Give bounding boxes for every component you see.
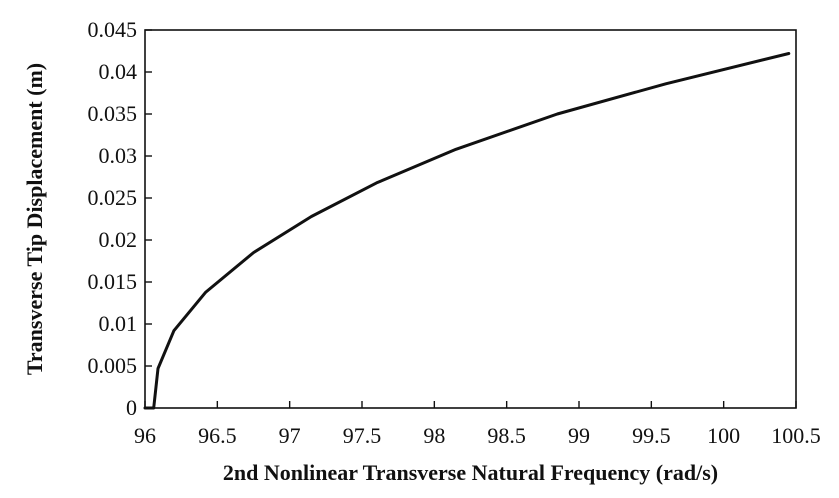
y-tick-label: 0 [126,395,137,420]
series-layer [143,52,791,410]
x-tick-label: 100 [707,423,740,448]
x-tick-label: 97.5 [343,423,382,448]
y-tick-label: 0.045 [88,17,138,42]
y-tick-label: 0.005 [88,353,138,378]
y-tick-label: 0.025 [88,185,138,210]
x-tick-label: 96.5 [198,423,237,448]
x-tick-label: 98 [423,423,445,448]
y-tick-label: 0.01 [99,311,138,336]
x-tick-label: 96 [134,423,156,448]
y-tick-label: 0.02 [99,227,138,252]
x-tick-label: 98.5 [487,423,526,448]
series-line [143,52,791,410]
y-tick-label: 0.015 [88,269,138,294]
x-tick-label: 97 [279,423,301,448]
plot-area-frame [144,29,797,409]
ticks-layer: 0 0.005 0.01 0.015 0.02 0.025 0.03 0.035 0.04 0.0… [88,17,821,448]
x-tick-label: 99.5 [632,423,671,448]
x-axis-title: 2nd Nonlinear Transverse Natural Frequen… [223,460,718,485]
x-tick-label: 100.5 [771,423,821,448]
y-tick-label: 0.035 [88,101,138,126]
y-axis-title: Transverse Tip Displacement (m) [22,63,47,375]
y-tick-label: 0.04 [99,59,138,84]
y-tick-label: 0.03 [99,143,138,168]
x-tick-label: 99 [568,423,590,448]
